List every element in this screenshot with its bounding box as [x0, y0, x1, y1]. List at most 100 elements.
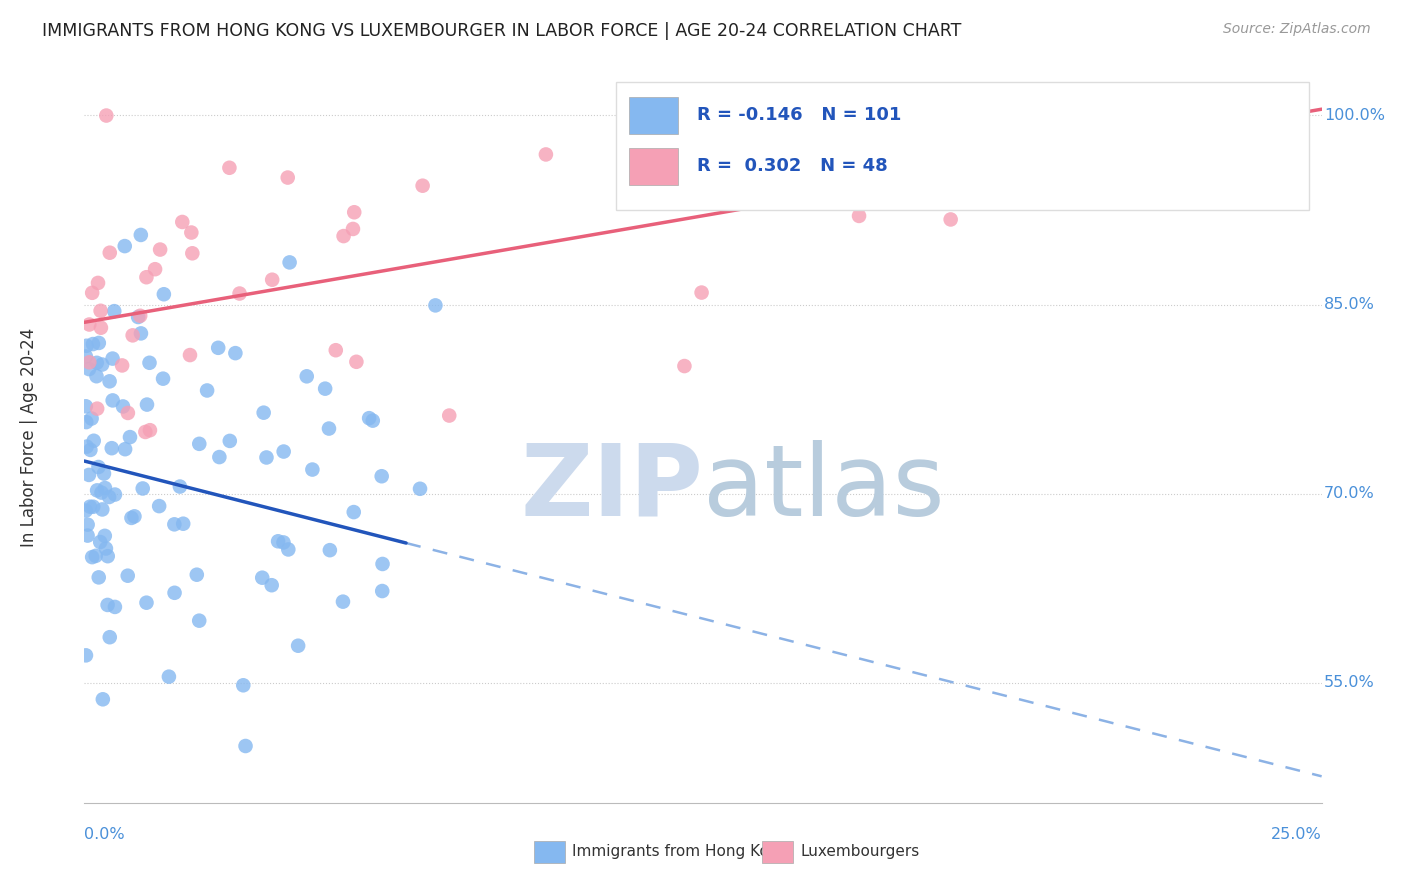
Point [82, 550, 104, 565]
Point [188, 614, 211, 628]
Point [319, 543, 342, 558]
Text: Immigrants from Hong Kong: Immigrants from Hong Kong [572, 845, 789, 859]
Point [111, 359, 134, 373]
Text: 70.0%: 70.0% [1324, 486, 1375, 501]
Point [117, 568, 139, 582]
Point [1161, 102, 1184, 116]
Point [75, 350, 97, 364]
Text: Luxembourgers: Luxembourgers [800, 845, 920, 859]
Point [256, 450, 278, 465]
Point [76, 517, 98, 532]
Text: ZIP: ZIP [520, 440, 703, 537]
Point [77, 362, 100, 376]
Point [711, 178, 734, 192]
Point [132, 482, 155, 496]
Point [343, 205, 366, 219]
Point [82, 500, 104, 514]
Point [232, 678, 254, 692]
Point [75, 415, 97, 429]
Point [86, 401, 108, 416]
Point [959, 178, 981, 192]
Point [90, 320, 112, 334]
Point [134, 425, 156, 439]
Point [87, 276, 110, 290]
Point [534, 147, 557, 161]
Point [83, 434, 105, 448]
Point [262, 273, 284, 287]
Text: 0.0%: 0.0% [84, 827, 125, 841]
Point [79, 318, 101, 332]
Point [344, 355, 367, 369]
Text: Source: ZipAtlas.com: Source: ZipAtlas.com [1223, 22, 1371, 37]
Point [149, 243, 172, 257]
Point [143, 262, 166, 277]
Point [412, 178, 434, 193]
Point [97, 598, 120, 612]
Point [114, 239, 136, 253]
Point [188, 437, 211, 451]
Point [79, 355, 101, 369]
Text: 25.0%: 25.0% [1271, 827, 1322, 841]
Point [325, 343, 347, 358]
Point [136, 398, 159, 412]
Text: In Labor Force | Age 20-24: In Labor Force | Age 20-24 [20, 327, 38, 547]
Point [235, 739, 257, 753]
Text: R =  0.302   N = 48: R = 0.302 N = 48 [697, 158, 887, 176]
Point [139, 423, 162, 437]
Point [103, 304, 125, 318]
Point [76, 528, 98, 542]
Point [208, 450, 231, 464]
Point [82, 285, 104, 300]
Point [163, 586, 186, 600]
Point [89, 535, 111, 549]
Point [343, 505, 366, 519]
Point [75, 503, 97, 517]
Point [332, 595, 354, 609]
Point [135, 596, 157, 610]
Point [207, 341, 229, 355]
Point [121, 328, 143, 343]
Point [218, 434, 240, 448]
Point [848, 209, 870, 223]
Point [172, 516, 194, 531]
Point [77, 467, 100, 482]
Point [1160, 123, 1182, 137]
Point [124, 509, 146, 524]
Point [332, 229, 354, 244]
Point [97, 549, 120, 564]
Point [94, 481, 117, 495]
Point [186, 567, 208, 582]
Point [75, 648, 97, 663]
Point [273, 535, 295, 549]
Point [181, 246, 204, 260]
Point [80, 411, 103, 425]
Point [690, 285, 713, 300]
Point [1161, 102, 1184, 116]
Point [96, 109, 118, 123]
Point [87, 570, 110, 584]
Point [253, 406, 276, 420]
Point [79, 442, 101, 457]
Point [277, 170, 299, 185]
Point [79, 500, 101, 514]
Text: IMMIGRANTS FROM HONG KONG VS LUXEMBOURGER IN LABOR FORCE | AGE 20-24 CORRELATION: IMMIGRANTS FROM HONG KONG VS LUXEMBOURGE… [42, 22, 962, 40]
Point [260, 578, 283, 592]
Point [148, 499, 170, 513]
Point [252, 571, 274, 585]
Point [101, 351, 124, 366]
Point [295, 369, 318, 384]
Point [98, 490, 121, 504]
Point [301, 462, 323, 476]
Text: 100.0%: 100.0% [1324, 108, 1385, 123]
Point [370, 469, 392, 483]
Point [287, 639, 309, 653]
Point [93, 467, 115, 481]
Point [1024, 102, 1046, 116]
FancyBboxPatch shape [628, 148, 678, 185]
Text: 55.0%: 55.0% [1324, 675, 1375, 690]
Point [98, 630, 121, 644]
Point [104, 487, 127, 501]
Point [129, 309, 152, 323]
Point [94, 529, 117, 543]
Point [90, 303, 112, 318]
